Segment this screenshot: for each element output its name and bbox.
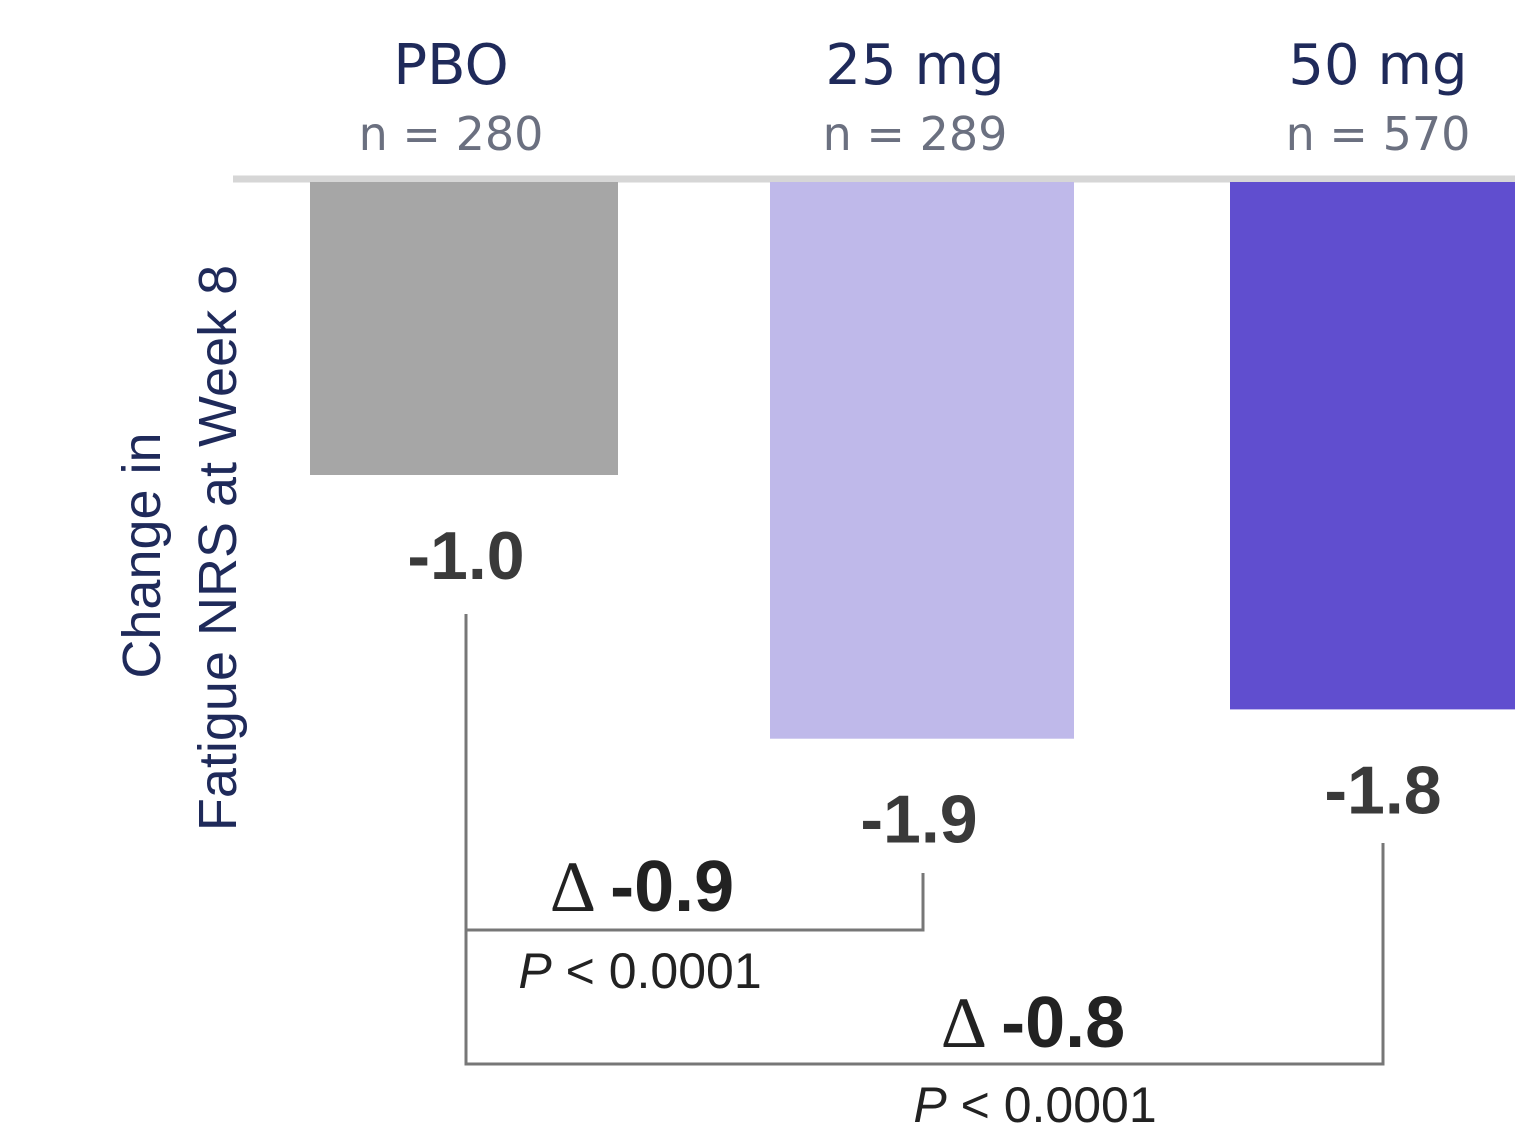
- n-label-0: n = 280: [359, 107, 544, 161]
- category-label-0: PBO: [393, 33, 508, 98]
- delta-label-0: Δ -0.9: [550, 847, 734, 927]
- value-label-0: -1.0: [407, 518, 524, 594]
- bars-layer: [233, 175, 1515, 739]
- category-label-2: 50 mg: [1288, 33, 1467, 98]
- delta-symbol-1: Δ: [941, 983, 1001, 1063]
- bar-1: [770, 182, 1074, 739]
- bar-0: [310, 182, 618, 475]
- p-symbol-0: P: [518, 943, 552, 999]
- delta-label-1: Δ -0.8: [941, 983, 1125, 1063]
- labels-layer: PBO n = 280 -1.0 25 mg n = 289 -1.9 50 mg n = 5…: [359, 33, 1471, 858]
- y-axis-title-line-1: Change in: [112, 432, 172, 678]
- value-label-2: -1.8: [1324, 752, 1441, 828]
- value-label-1: -1.9: [860, 782, 977, 858]
- delta-value-1: -0.8: [1001, 983, 1125, 1063]
- p-value-0: < 0.0001: [552, 943, 762, 999]
- y-axis-title: Change in Fatigue NRS at Week 8: [112, 265, 248, 831]
- p-value-1: < 0.0001: [947, 1077, 1157, 1133]
- comparisons-layer: Δ -0.9 P < 0.0001 Δ -0.8 P < 0.0001: [464, 614, 1385, 1133]
- category-label-1: 25 mg: [825, 33, 1004, 98]
- delta-value-0: -0.9: [610, 847, 734, 927]
- p-value-label-1: P < 0.0001: [913, 1077, 1156, 1133]
- comparison-bracket-1: [464, 614, 1385, 1066]
- n-label-2: n = 570: [1286, 107, 1471, 161]
- bar-2: [1230, 182, 1515, 710]
- p-symbol-1: P: [913, 1077, 947, 1133]
- p-value-label-0: P < 0.0001: [518, 943, 761, 999]
- n-label-1: n = 289: [823, 107, 1008, 161]
- y-axis-title-line-2: Fatigue NRS at Week 8: [188, 265, 248, 831]
- delta-symbol-0: Δ: [550, 847, 610, 927]
